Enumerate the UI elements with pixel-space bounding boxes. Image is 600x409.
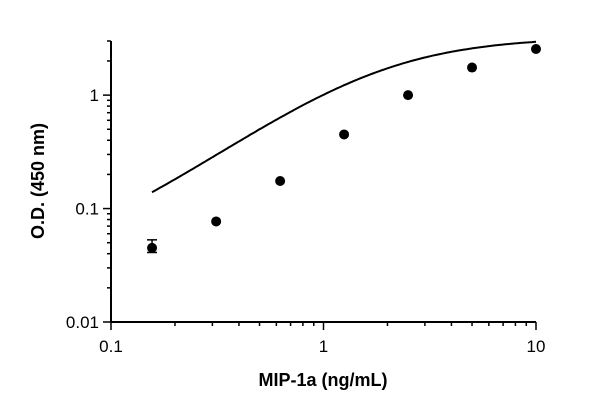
- data-point: [339, 129, 350, 140]
- data-point: [147, 242, 158, 253]
- data-points: [147, 44, 541, 254]
- x-tick-label: 1: [319, 337, 328, 356]
- data-point: [531, 44, 541, 55]
- data-point: [403, 90, 414, 101]
- y-axis-title: O.D. (450 nm): [28, 123, 48, 239]
- fit-curve-group: [151, 40, 537, 194]
- x-tick-label: 0.1: [99, 337, 123, 356]
- fit-curve: [151, 40, 537, 194]
- y-tick-label: 0.01: [66, 313, 99, 332]
- data-point: [467, 62, 478, 73]
- x-axis-title: MIP-1a (ng/mL): [259, 370, 388, 390]
- y-tick-label: 0.1: [75, 200, 99, 219]
- axes: 0.010.110.1 1 10: [66, 40, 546, 356]
- y-tick-label: 1: [90, 86, 99, 105]
- data-point: [275, 175, 286, 186]
- x-tick-label: 10: [527, 337, 546, 356]
- data-point: [211, 216, 222, 227]
